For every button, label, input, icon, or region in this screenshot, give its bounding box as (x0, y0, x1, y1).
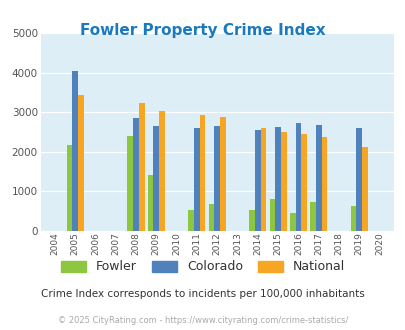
Bar (220, 117, 225, 231)
Bar (153, 126, 159, 231)
Bar (78, 95, 83, 231)
Text: Fowler Property Crime Index: Fowler Property Crime Index (80, 23, 325, 38)
Bar (315, 125, 321, 231)
Bar (295, 123, 301, 231)
Bar (254, 130, 260, 231)
Bar (301, 134, 306, 231)
Bar (309, 202, 315, 231)
Bar (275, 127, 280, 231)
Text: © 2025 CityRating.com - https://www.cityrating.com/crime-statistics/: © 2025 CityRating.com - https://www.city… (58, 316, 347, 325)
Bar (147, 175, 153, 231)
Bar (194, 128, 199, 231)
Bar (127, 136, 133, 231)
Legend: Fowler, Colorado, National: Fowler, Colorado, National (56, 255, 349, 279)
Bar (133, 118, 139, 231)
Bar (350, 206, 356, 231)
Bar (289, 213, 295, 231)
Bar (188, 211, 194, 231)
Bar (280, 132, 286, 231)
Bar (269, 199, 275, 231)
Bar (139, 104, 144, 231)
Bar (361, 147, 367, 231)
Bar (208, 204, 214, 231)
Bar (66, 145, 72, 231)
Bar (72, 71, 78, 231)
Bar (199, 115, 205, 231)
Bar (249, 210, 254, 231)
Bar (321, 137, 326, 231)
Bar (214, 126, 220, 231)
Bar (260, 128, 266, 231)
Text: Crime Index corresponds to incidents per 100,000 inhabitants: Crime Index corresponds to incidents per… (41, 289, 364, 299)
Bar (159, 111, 164, 231)
Bar (356, 128, 361, 231)
